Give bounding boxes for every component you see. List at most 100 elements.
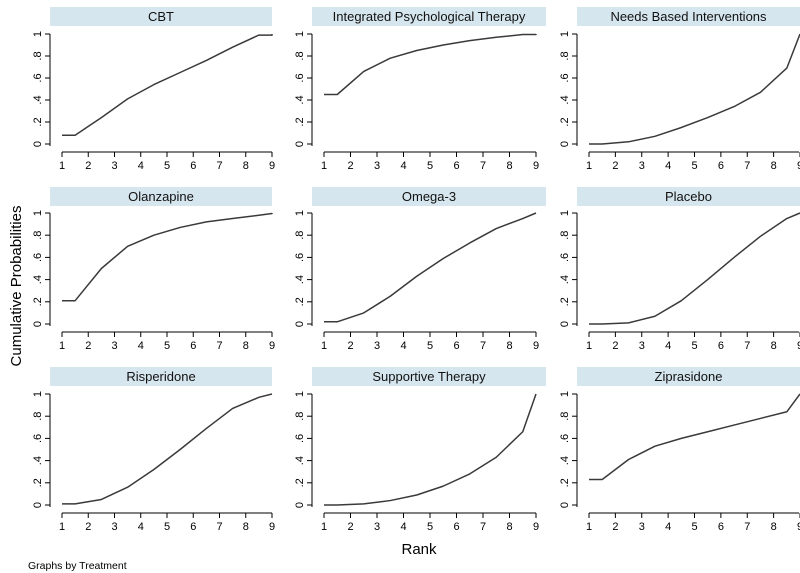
y-tick-label: .6 bbox=[559, 73, 571, 82]
x-tick-label: 1 bbox=[586, 160, 592, 172]
x-tick-label: 2 bbox=[85, 340, 91, 352]
y-tick-label: 1 bbox=[559, 210, 571, 216]
x-tick-label: 4 bbox=[138, 340, 144, 352]
y-tick-label: .8 bbox=[32, 231, 44, 240]
x-tick-label: 6 bbox=[718, 521, 724, 533]
x-tick-label: 9 bbox=[797, 340, 800, 352]
x-tick-label: 6 bbox=[190, 160, 196, 172]
x-tick-label: 7 bbox=[744, 160, 750, 172]
x-tick-label: 3 bbox=[111, 340, 117, 352]
panel-header bbox=[577, 367, 800, 386]
y-tick-label: 0 bbox=[294, 141, 306, 147]
panel-title: CBT bbox=[148, 9, 174, 24]
panel-7: Risperidone 0 .2 .4 .6 .8 1 1 2 3 4 5 6 7 8 9 bbox=[32, 367, 275, 533]
x-tick-label: 5 bbox=[164, 521, 170, 533]
x-tick-label: 8 bbox=[771, 340, 777, 352]
x-tick-label: 1 bbox=[59, 160, 65, 172]
y-tick-label: .8 bbox=[294, 51, 306, 60]
x-tick-label: 4 bbox=[138, 160, 144, 172]
panel-header bbox=[50, 367, 272, 386]
y-tick-label: .4 bbox=[559, 456, 571, 465]
y-tick-label: .4 bbox=[294, 456, 306, 465]
y-tick-label: .4 bbox=[32, 275, 44, 284]
x-tick-label: 2 bbox=[347, 160, 353, 172]
x-tick-label: 7 bbox=[480, 521, 486, 533]
series-line bbox=[589, 33, 800, 145]
x-tick-label: 8 bbox=[506, 340, 512, 352]
y-tick-label: 0 bbox=[559, 141, 571, 147]
panel-title: Supportive Therapy bbox=[372, 369, 486, 384]
y-tick-label: 0 bbox=[559, 321, 571, 327]
x-tick-label: 7 bbox=[480, 340, 486, 352]
y-tick-label: 1 bbox=[32, 210, 44, 216]
y-tick-label: 1 bbox=[294, 31, 306, 37]
panel-1: CBT 0 .2 .4 .6 .8 1 1 2 3 4 5 6 7 8 9 bbox=[32, 7, 275, 172]
y-tick-label: .2 bbox=[559, 297, 571, 306]
x-tick-label: 8 bbox=[771, 521, 777, 533]
x-tick-label: 2 bbox=[612, 521, 618, 533]
y-tick-label: .2 bbox=[32, 297, 44, 306]
x-tick-label: 5 bbox=[691, 521, 697, 533]
y-tick-label: .4 bbox=[294, 275, 306, 284]
x-tick-label: 2 bbox=[85, 521, 91, 533]
x-tick-label: 6 bbox=[453, 340, 459, 352]
x-tick-label: 5 bbox=[427, 521, 433, 533]
panel-5: Omega-3 0 .2 .4 .6 .8 1 1 2 3 4 5 6 7 8 9 bbox=[294, 187, 546, 352]
footnote: Graphs by Treatment bbox=[28, 560, 127, 572]
y-tick-label: 1 bbox=[559, 31, 571, 37]
series-line bbox=[589, 393, 800, 481]
x-tick-label: 6 bbox=[190, 521, 196, 533]
x-tick-label: 4 bbox=[665, 340, 671, 352]
y-tick-label: 1 bbox=[32, 391, 44, 397]
panel-header bbox=[50, 7, 272, 26]
x-tick-label: 3 bbox=[374, 160, 380, 172]
x-tick-label: 1 bbox=[586, 521, 592, 533]
y-tick-label: .8 bbox=[559, 412, 571, 421]
x-tick-label: 2 bbox=[612, 340, 618, 352]
x-tick-label: 4 bbox=[400, 340, 406, 352]
series-line bbox=[62, 393, 273, 505]
y-tick-label: .8 bbox=[32, 412, 44, 421]
y-tick-label: .6 bbox=[294, 73, 306, 82]
x-tick-label: 7 bbox=[744, 521, 750, 533]
x-tick-label: 3 bbox=[111, 521, 117, 533]
y-tick-label: .4 bbox=[294, 95, 306, 104]
x-tick-label: 5 bbox=[427, 340, 433, 352]
y-tick-label: 1 bbox=[32, 31, 44, 37]
series-line bbox=[324, 393, 537, 506]
x-tick-label: 9 bbox=[533, 160, 539, 172]
panel-4: Olanzapine 0 .2 .4 .6 .8 1 1 2 3 4 5 6 7 8 9 bbox=[32, 187, 275, 352]
y-tick-label: 0 bbox=[294, 502, 306, 508]
x-tick-label: 4 bbox=[400, 521, 406, 533]
x-tick-label: 9 bbox=[797, 160, 800, 172]
y-tick-label: .2 bbox=[32, 117, 44, 126]
x-tick-label: 3 bbox=[374, 340, 380, 352]
y-tick-label: .8 bbox=[294, 412, 306, 421]
y-tick-label: 0 bbox=[32, 502, 44, 508]
x-tick-label: 6 bbox=[718, 340, 724, 352]
x-tick-label: 2 bbox=[347, 340, 353, 352]
x-tick-label: 5 bbox=[691, 340, 697, 352]
y-axis-title: Cumulative Probabilities bbox=[8, 206, 25, 367]
x-tick-label: 3 bbox=[639, 521, 645, 533]
x-tick-label: 1 bbox=[59, 521, 65, 533]
x-tick-label: 8 bbox=[243, 521, 249, 533]
y-tick-label: .6 bbox=[32, 73, 44, 82]
x-tick-label: 5 bbox=[164, 160, 170, 172]
x-tick-label: 7 bbox=[216, 340, 222, 352]
panel-3: Needs Based Interventions 0 .2 .4 .6 .8 1 1 2 3 4 5… bbox=[559, 7, 800, 172]
panel-title: Risperidone bbox=[126, 369, 195, 384]
x-tick-label: 4 bbox=[665, 160, 671, 172]
x-tick-label: 3 bbox=[639, 340, 645, 352]
y-tick-label: 1 bbox=[294, 210, 306, 216]
x-tick-label: 3 bbox=[374, 521, 380, 533]
x-tick-label: 1 bbox=[586, 340, 592, 352]
y-tick-label: .2 bbox=[294, 478, 306, 487]
x-tick-label: 2 bbox=[612, 160, 618, 172]
x-tick-label: 1 bbox=[321, 521, 327, 533]
x-tick-label: 9 bbox=[269, 521, 275, 533]
x-tick-label: 6 bbox=[453, 521, 459, 533]
